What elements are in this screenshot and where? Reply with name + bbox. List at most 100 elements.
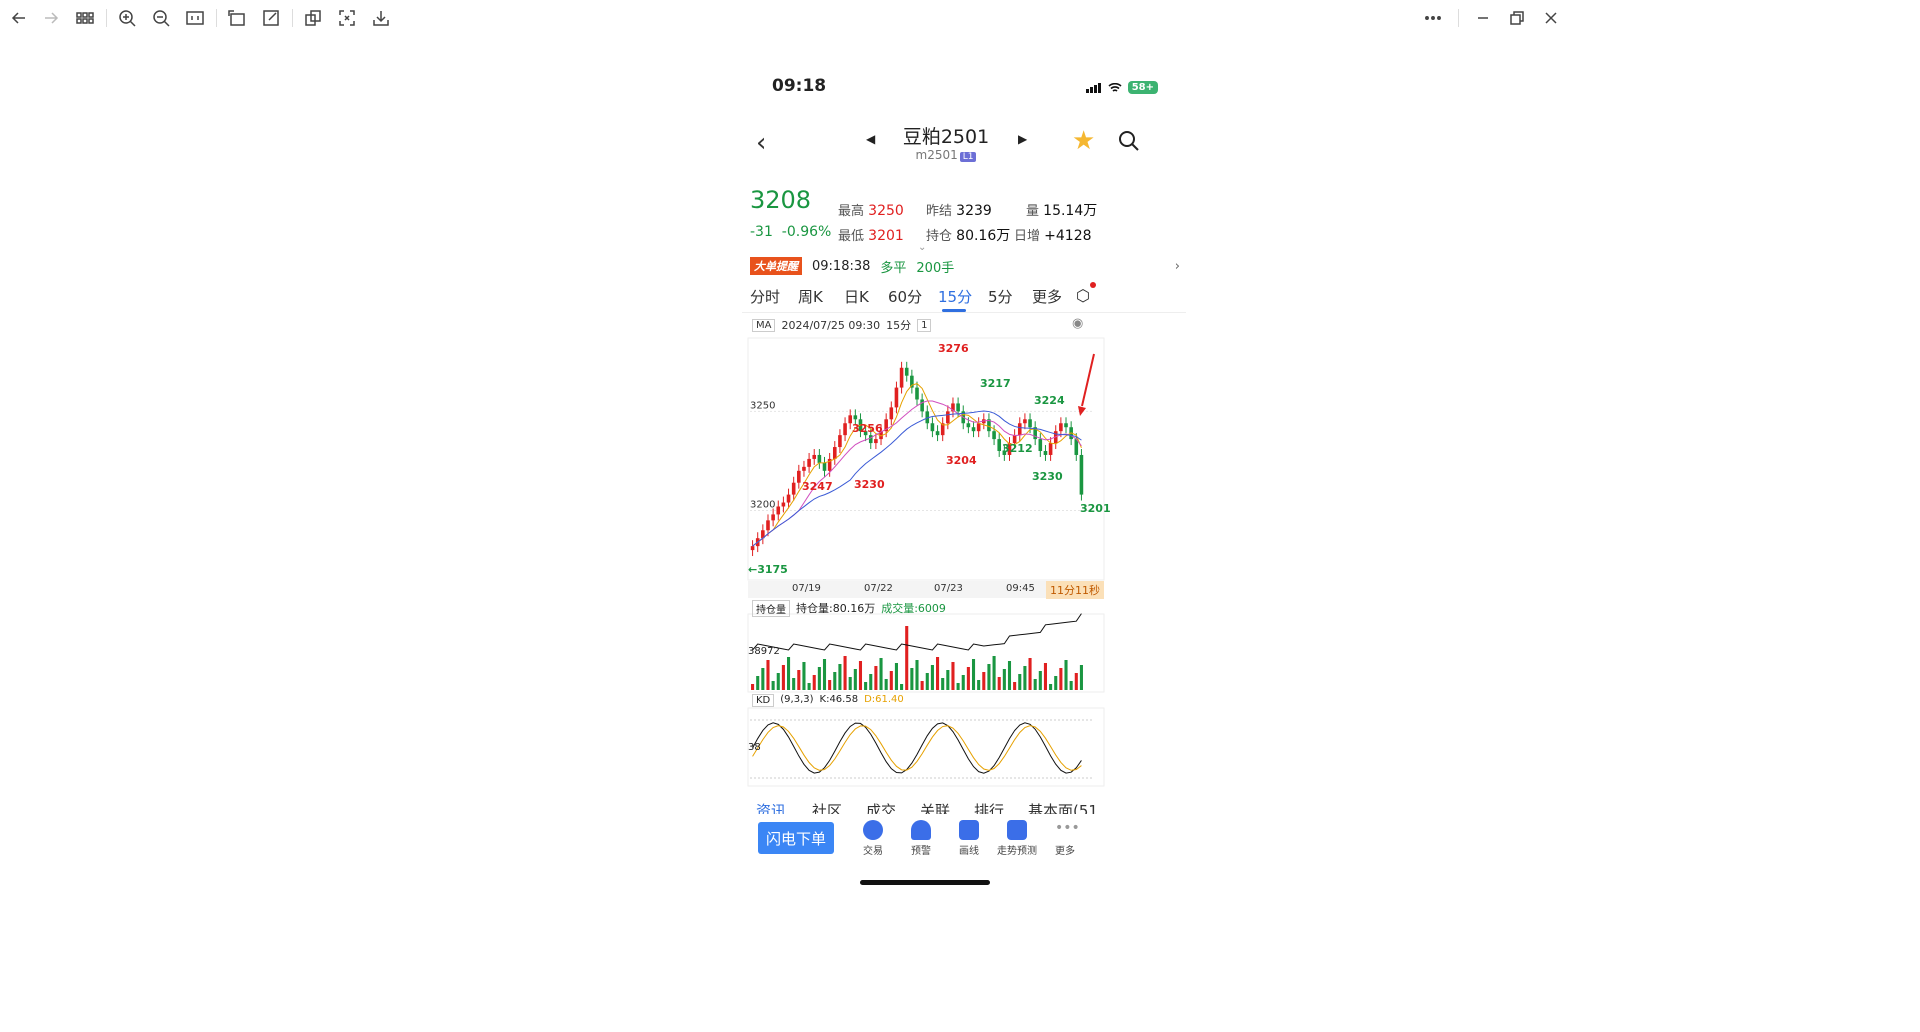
restore-icon[interactable] bbox=[1506, 7, 1528, 29]
ma-selector[interactable]: MA bbox=[752, 318, 776, 332]
tab-ranking[interactable]: 排行 bbox=[974, 802, 1005, 814]
candle-body bbox=[838, 435, 842, 448]
candle-body bbox=[889, 407, 894, 420]
tab-5min[interactable]: 5分 bbox=[988, 288, 1013, 306]
volume-axis-label: 38972 bbox=[748, 646, 780, 657]
fullscreen-icon[interactable] bbox=[336, 7, 358, 29]
volume-value: 15.14万 bbox=[1043, 203, 1098, 219]
chart-period: 15分 bbox=[886, 319, 912, 332]
volume-bar bbox=[766, 660, 770, 690]
volume-bar bbox=[771, 681, 775, 690]
lowest-marker: ←3175 bbox=[748, 563, 788, 576]
forward-icon[interactable] bbox=[40, 7, 62, 29]
alert-button[interactable]: 预警 bbox=[896, 820, 946, 857]
kd-selector[interactable]: KD bbox=[752, 694, 775, 707]
daily-inc-cell: 日增 +4128 bbox=[1014, 225, 1092, 244]
tab-fundamentals[interactable]: 基本面(51 bbox=[1028, 802, 1098, 814]
volume-bar bbox=[853, 669, 857, 690]
oi-selector[interactable]: 持仓量 bbox=[752, 600, 790, 617]
tab-trades[interactable]: 成交 bbox=[866, 802, 897, 814]
big-order-alert[interactable]: 大单提醒 09:18:38 多平 200手 › bbox=[750, 256, 1180, 276]
candle-body bbox=[827, 458, 832, 471]
next-contract-icon[interactable]: ▶ bbox=[1018, 132, 1028, 146]
volume-bar bbox=[1059, 668, 1063, 690]
more-icon[interactable] bbox=[1422, 7, 1444, 29]
candle-body bbox=[848, 415, 852, 424]
rotate-icon[interactable] bbox=[226, 7, 248, 29]
zoom-in-icon[interactable] bbox=[116, 7, 138, 29]
back-icon[interactable] bbox=[8, 7, 30, 29]
tab-community[interactable]: 社区 bbox=[812, 802, 843, 814]
flash-order-button[interactable]: 闪电下单 bbox=[758, 822, 834, 854]
low-cell: 最低 3201 bbox=[838, 225, 904, 244]
more-button[interactable]: ••• 更多 bbox=[1040, 820, 1090, 857]
tab-15min[interactable]: 15分 bbox=[938, 288, 973, 306]
volume-bar bbox=[910, 668, 914, 690]
bottom-action-bar: 闪电下单 交易 预警 画线 走势预测 ••• 更多 bbox=[742, 820, 1186, 870]
annotation-arrow bbox=[1081, 353, 1095, 407]
price-extreme-label: 3212 bbox=[1002, 442, 1033, 455]
kd-params: (9,3,3) bbox=[780, 694, 814, 705]
volume-bar bbox=[915, 660, 919, 690]
volume-bar bbox=[925, 673, 929, 690]
forecast-button[interactable]: 走势预测 bbox=[992, 820, 1042, 857]
candle-body bbox=[1007, 443, 1012, 455]
favorite-star-icon[interactable]: ★ bbox=[1072, 126, 1096, 156]
eye-icon[interactable]: ◉ bbox=[1072, 316, 1084, 331]
tab-week[interactable]: 周K bbox=[798, 288, 823, 306]
count-selector[interactable]: 1 bbox=[917, 318, 932, 332]
download-icon[interactable] bbox=[370, 7, 392, 29]
candle-body bbox=[843, 423, 847, 436]
kline-chart[interactable]: 3250 3200 3276 3256 3247 3230 3204 3212 3224 3230… bbox=[742, 60, 1186, 800]
draw-button[interactable]: 画线 bbox=[944, 820, 994, 857]
open-interest-line bbox=[752, 613, 1082, 651]
alert-tag: 大单提醒 bbox=[750, 257, 802, 275]
info-tabs: 资讯 社区 成交 关联 排行 基本面(51 bbox=[756, 798, 1176, 814]
volume-bar bbox=[1049, 684, 1053, 690]
volume-bar bbox=[936, 657, 940, 690]
fit-icon[interactable] bbox=[184, 7, 206, 29]
search-icon[interactable] bbox=[1118, 130, 1140, 156]
volume-label: 量 bbox=[1026, 204, 1040, 219]
volume-header: 持仓量 持仓量:80.16万 成交量:6009 bbox=[752, 600, 946, 617]
expand-chevron-icon[interactable]: ⌄ bbox=[918, 242, 927, 253]
tab-news[interactable]: 资讯 bbox=[756, 802, 787, 814]
book-icon bbox=[1007, 820, 1027, 840]
kd-k: K:46.58 bbox=[819, 694, 859, 705]
bell-icon bbox=[911, 820, 931, 840]
daily-inc-value: +4128 bbox=[1044, 228, 1092, 244]
ma-line bbox=[752, 400, 1082, 547]
signal-icon bbox=[1085, 78, 1102, 97]
settings-hex-icon[interactable]: ⬡ bbox=[1076, 286, 1090, 305]
volume-bar bbox=[920, 681, 924, 690]
trade-button[interactable]: 交易 bbox=[848, 820, 898, 857]
open-interest-value: 80.16万 bbox=[956, 228, 1011, 244]
tab-more[interactable]: 更多 bbox=[1032, 288, 1063, 306]
volume-bar bbox=[1069, 681, 1073, 690]
open-interest-cell: 持仓 80.16万 bbox=[926, 225, 1010, 245]
copy-icon[interactable] bbox=[302, 7, 324, 29]
zoom-out-icon[interactable] bbox=[150, 7, 172, 29]
back-arrow-icon[interactable]: ‹ bbox=[756, 128, 767, 158]
tab-related[interactable]: 关联 bbox=[920, 802, 951, 814]
edit-icon[interactable] bbox=[260, 7, 282, 29]
minimize-icon[interactable] bbox=[1472, 7, 1494, 29]
volume-bar bbox=[833, 672, 837, 690]
oi-value: 持仓量:80.16万 bbox=[796, 602, 876, 615]
y-tick-label: 3200 bbox=[750, 499, 775, 510]
candle-body bbox=[761, 530, 765, 539]
tab-60min[interactable]: 60分 bbox=[888, 288, 923, 306]
volume-bar bbox=[971, 659, 976, 690]
contract-title: 豆粕2501 bbox=[902, 126, 990, 148]
grid-icon[interactable] bbox=[74, 7, 96, 29]
candle-body bbox=[920, 399, 924, 412]
chart-header: MA 2024/07/25 09:30 15分 1 bbox=[752, 316, 932, 334]
tab-day[interactable]: 日K bbox=[844, 288, 869, 306]
notification-dot bbox=[1090, 282, 1096, 288]
volume-bar bbox=[1013, 682, 1017, 690]
close-icon[interactable] bbox=[1540, 7, 1562, 29]
volume-bar bbox=[828, 680, 832, 690]
candle-body bbox=[807, 458, 811, 467]
prev-contract-icon[interactable]: ◀ bbox=[866, 132, 876, 146]
tab-fenshi[interactable]: 分时 bbox=[750, 288, 781, 306]
